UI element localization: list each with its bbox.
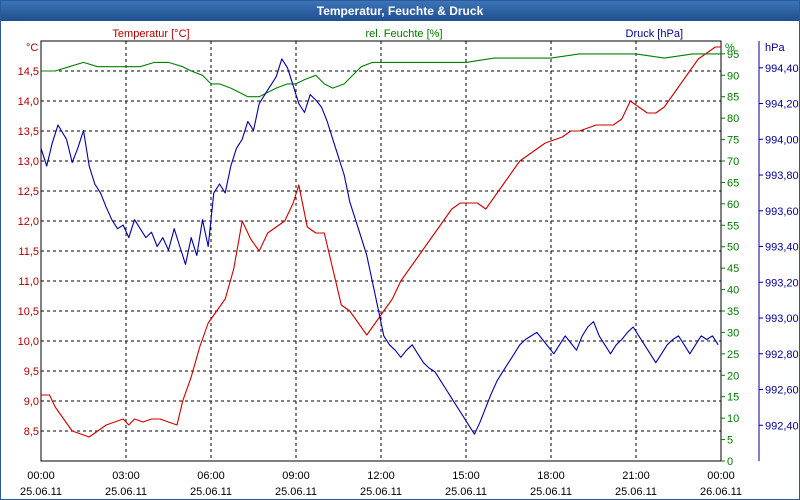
y-tick-humidity: 55 [727, 220, 739, 232]
y-tick-humidity: 65 [727, 177, 739, 189]
y-tick-pressure: 994,00 [765, 134, 799, 146]
y-tick-humidity: 40 [727, 285, 739, 297]
x-tick-date: 25.06.11 [275, 486, 317, 498]
series-line-temperatur [41, 46, 721, 438]
x-tick-date: 25.06.11 [445, 486, 487, 498]
y-tick-pressure: 993,20 [765, 277, 799, 289]
temperature-unit: °C [26, 42, 38, 54]
x-tick-hour: 06:00 [197, 470, 225, 482]
y-tick-pressure: 992,80 [765, 349, 799, 361]
x-tick-hour: 12:00 [367, 470, 395, 482]
x-tick-date: 25.06.11 [190, 486, 232, 498]
x-tick-date: 25.06.11 [20, 486, 62, 498]
y-tick-temperature: 8,5 [24, 426, 39, 438]
x-tick-date: 25.06.11 [360, 486, 402, 498]
y-tick-pressure: 993,60 [765, 206, 799, 218]
y-tick-pressure: 993,40 [765, 242, 799, 254]
x-tick-hour: 09:00 [282, 470, 310, 482]
y-tick-humidity: 30 [727, 327, 739, 339]
x-tick-hour: 03:00 [112, 470, 140, 482]
humidity-unit: % [725, 42, 735, 54]
y-tick-humidity: 35 [727, 306, 739, 318]
x-tick-hour: 15:00 [452, 470, 480, 482]
x-tick-hour: 00:00 [27, 470, 55, 482]
y-tick-humidity: 95 [727, 49, 739, 61]
y-tick-temperature: 11,5 [18, 246, 39, 258]
y-tick-pressure: 994,20 [765, 99, 799, 111]
y-tick-temperature: 9,5 [24, 366, 39, 378]
humidity-axis-label: rel. Feuchte [%] [365, 28, 442, 40]
pressure-unit: hPa [765, 42, 785, 54]
y-tick-humidity: 75 [727, 135, 739, 147]
y-tick-humidity: 70 [727, 156, 739, 168]
y-tick-pressure: 992,40 [765, 420, 799, 432]
temperature-axis-label: Temperatur [°C] [112, 28, 189, 40]
y-tick-humidity: 5 [727, 435, 733, 447]
y-tick-pressure: 992,60 [765, 385, 799, 397]
y-tick-humidity: 0 [727, 456, 733, 468]
y-tick-humidity: 20 [727, 370, 739, 382]
y-tick-temperature: 10,0 [18, 336, 39, 348]
x-tick-date: 25.06.11 [530, 486, 572, 498]
y-tick-temperature: 9,0 [24, 396, 39, 408]
series-line-rel-feuchte [41, 53, 721, 98]
x-tick-hour: 21:00 [622, 470, 650, 482]
y-tick-humidity: 45 [727, 263, 739, 275]
y-tick-humidity: 50 [727, 242, 739, 254]
y-tick-humidity: 80 [727, 113, 739, 125]
x-tick-date: 25.06.11 [105, 486, 147, 498]
x-tick-hour: 00:00 [707, 470, 735, 482]
y-tick-humidity: 60 [727, 199, 739, 211]
y-tick-temperature: 11,0 [18, 276, 39, 288]
y-tick-pressure: 993,80 [765, 170, 799, 182]
y-tick-temperature: 10,5 [18, 306, 39, 318]
pressure-axis-label: Druck [hPa] [626, 28, 683, 40]
x-tick-date: 25.06.11 [615, 486, 657, 498]
y-tick-humidity: 25 [727, 349, 739, 361]
series-line-druck [40, 58, 719, 435]
y-tick-humidity: 15 [727, 392, 739, 404]
window-title: Temperatur, Feuchte & Druck [1, 1, 799, 21]
y-tick-temperature: 14,0 [18, 96, 39, 108]
x-tick-date: 26.06.11 [700, 486, 742, 498]
y-tick-pressure: 993,00 [765, 313, 799, 325]
y-tick-temperature: 12,5 [18, 186, 39, 198]
y-tick-humidity: 10 [727, 413, 739, 425]
y-tick-temperature: 13,0 [18, 156, 39, 168]
y-tick-humidity: 85 [727, 92, 739, 104]
y-tick-temperature: 14,5 [18, 66, 39, 78]
y-tick-humidity: 90 [727, 70, 739, 82]
y-tick-temperature: 12,0 [18, 216, 39, 228]
y-tick-pressure: 994,40 [765, 63, 799, 75]
y-tick-temperature: 13,5 [18, 126, 39, 138]
x-tick-hour: 18:00 [537, 470, 565, 482]
